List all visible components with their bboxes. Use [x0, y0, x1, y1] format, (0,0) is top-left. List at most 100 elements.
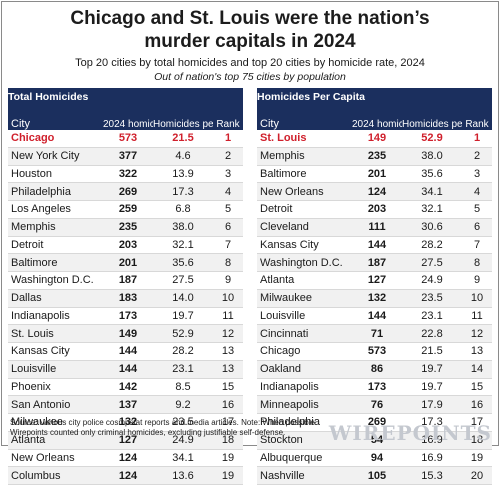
- rank-cell: 13: [462, 342, 493, 361]
- table-row: Milwaukee 132 23.5 17: [8, 413, 244, 432]
- rate-cell: 22.8: [402, 324, 462, 343]
- wirepoints-logo: WIREPOINTS: [328, 421, 492, 445]
- homicides-cell: 269: [103, 182, 153, 201]
- table-row: Houston 322 13.9 3: [8, 165, 244, 184]
- table-row: Indianapolis 173 19.7 11: [8, 307, 244, 326]
- table-row: Baltimore 201 35.6 8: [8, 253, 244, 272]
- city-cell: Atlanta: [8, 431, 103, 450]
- city-cell: Cleveland: [257, 218, 352, 237]
- rate-cell: 19.7: [402, 360, 462, 379]
- rate-cell: 19.7: [153, 307, 213, 326]
- source-line: Source: Various city police cosmpstat re…: [10, 418, 315, 427]
- homicides-cell: 71: [352, 324, 402, 343]
- table-row: Columbus 124 13.6 19: [8, 466, 244, 485]
- rate-cell: 17.9: [402, 395, 462, 414]
- rate-cell: 35.6: [402, 165, 462, 184]
- table-row: Memphis 235 38.0 6: [8, 218, 244, 237]
- city-cell: Memphis: [8, 218, 103, 237]
- city-cell: Columbus: [8, 466, 103, 485]
- homicides-cell: 269: [352, 413, 402, 432]
- rate-cell: 27.5: [402, 253, 462, 272]
- rate-cell: 21.5: [402, 342, 462, 361]
- table-row: Washington D.C. 187 27.5 9: [8, 271, 244, 290]
- rank-cell: 17: [213, 413, 244, 432]
- table-row: Minneapolis 76 17.9 16: [257, 395, 493, 414]
- rank-cell: 11: [462, 307, 493, 326]
- city-cell: New York City: [8, 147, 103, 166]
- table-row: Indianapolis 173 19.7 15: [257, 378, 493, 397]
- rank-cell: 13: [213, 360, 244, 379]
- rank-cell: 7: [462, 236, 493, 255]
- rank-cell: 3: [213, 165, 244, 184]
- rate-cell: 38.0: [153, 218, 213, 237]
- homicides-cell: 187: [103, 271, 153, 290]
- rank-cell: 8: [213, 253, 244, 272]
- rate-cell: 28.2: [153, 342, 213, 361]
- table-row: St. Louis 149 52.9 12: [8, 324, 244, 343]
- homicides-cell: 111: [352, 218, 402, 237]
- city-cell: Oakland: [257, 360, 352, 379]
- homicides-per-capita-table: Homicides Per Capita City 2024 homicides…: [257, 88, 493, 485]
- rate-cell: 27.5: [153, 271, 213, 290]
- total-homicides-table: Total Homicides City 2024 homicides Homi…: [8, 88, 244, 485]
- table-row: Cincinnati 71 22.8 12: [257, 324, 493, 343]
- rate-cell: 14.0: [153, 289, 213, 308]
- rank-cell: 1: [213, 130, 244, 148]
- rate-cell: 8.5: [153, 378, 213, 397]
- table-row: Milwaukee 132 23.5 10: [257, 289, 493, 308]
- city-cell: Louisville: [257, 307, 352, 326]
- homicides-cell: 259: [103, 200, 153, 219]
- rate-cell: 35.6: [153, 253, 213, 272]
- rank-cell: 15: [213, 378, 244, 397]
- table-row: Kansas City 144 28.2 13: [8, 342, 244, 361]
- city-cell: Indianapolis: [8, 307, 103, 326]
- rank-cell: 4: [213, 182, 244, 201]
- table-row: Chicago 573 21.5 1: [8, 130, 244, 148]
- homicides-cell: 187: [352, 253, 402, 272]
- rate-cell: 9.2: [153, 395, 213, 414]
- city-cell: San Antonio: [8, 395, 103, 414]
- homicides-cell: 201: [352, 165, 402, 184]
- table-title: Homicides Per Capita: [257, 88, 493, 106]
- rate-cell: 24.9: [402, 271, 462, 290]
- city-cell: Memphis: [257, 147, 352, 166]
- table-row: New Orleans 124 34.1 4: [257, 182, 493, 201]
- homicides-cell: 94: [352, 449, 402, 468]
- column-header: 2024 homicides: [352, 106, 402, 130]
- homicides-cell: 203: [352, 200, 402, 219]
- homicides-cell: 54: [352, 431, 402, 450]
- table-row: Nashville 105 15.3 20: [257, 466, 493, 485]
- rank-cell: 6: [213, 218, 244, 237]
- table-row: Atlanta 127 24.9 9: [257, 271, 493, 290]
- rank-cell: 1: [462, 130, 493, 148]
- homicides-cell: 142: [103, 378, 153, 397]
- table-row: New Orleans 124 34.1 19: [8, 449, 244, 468]
- column-header: Rank: [213, 106, 244, 130]
- rank-cell: 19: [462, 449, 493, 468]
- city-cell: Minneapolis: [257, 395, 352, 414]
- source-note: Source: Various city police cosmpstat re…: [10, 418, 330, 438]
- rank-cell: 17: [462, 413, 493, 432]
- rate-cell: 30.6: [402, 218, 462, 237]
- table-row: Philadelphia 269 17.3 17: [257, 413, 493, 432]
- homicides-cell: 86: [352, 360, 402, 379]
- chart-subtitle: Top 20 cities by total homicides and top…: [75, 57, 425, 69]
- rank-cell: 10: [462, 289, 493, 308]
- column-header: Rank: [462, 106, 493, 130]
- table-row: Memphis 235 38.0 2: [257, 147, 493, 166]
- table-row: Phoenix 142 8.5 15: [8, 378, 244, 397]
- chart-frame: [1, 1, 499, 446]
- city-cell: Houston: [8, 165, 103, 184]
- rank-cell: 15: [462, 378, 493, 397]
- city-cell: New Orleans: [8, 449, 103, 468]
- rate-cell: 17.3: [153, 182, 213, 201]
- rate-cell: 34.1: [402, 182, 462, 201]
- rank-cell: 18: [213, 431, 244, 450]
- rate-cell: 32.1: [402, 200, 462, 219]
- table-row: Albuquerque 94 16.9 19: [257, 449, 493, 468]
- rank-cell: 20: [462, 466, 493, 485]
- rank-cell: 5: [213, 200, 244, 219]
- city-cell: Los Angeles: [8, 200, 103, 219]
- city-cell: St. Louis: [257, 130, 352, 148]
- rank-cell: 12: [213, 324, 244, 343]
